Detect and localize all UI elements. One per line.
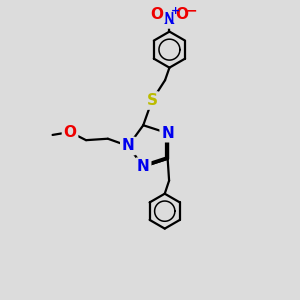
Text: N: N (122, 139, 135, 154)
Text: N: N (163, 12, 176, 27)
Text: O: O (64, 124, 76, 140)
Text: S: S (146, 93, 158, 108)
Text: O: O (175, 7, 188, 22)
Text: +: + (171, 6, 180, 16)
Text: N: N (161, 126, 174, 141)
Text: −: − (186, 4, 198, 18)
Text: O: O (151, 7, 164, 22)
Text: N: N (137, 159, 150, 174)
